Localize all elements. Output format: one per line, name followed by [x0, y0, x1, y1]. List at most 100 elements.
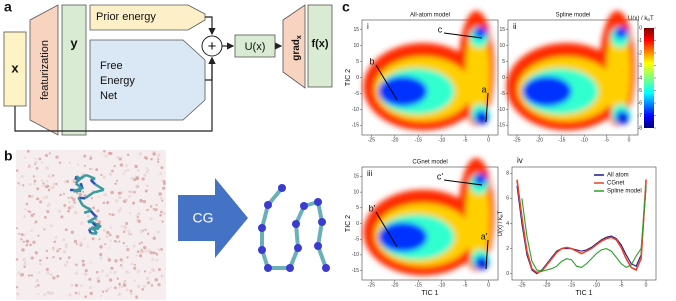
solvent-atom	[15, 286, 19, 289]
x-tick-label: -20	[391, 137, 398, 143]
solvent-atom	[38, 271, 41, 274]
solvent-atom	[102, 175, 107, 179]
solvent-atom	[55, 182, 58, 186]
solvent-atom	[144, 228, 147, 231]
solvent-atom	[50, 291, 55, 295]
molecule-image	[16, 150, 166, 300]
solvent-atom	[89, 261, 92, 264]
prior-label: Prior energy	[96, 11, 156, 23]
solvent-atom	[83, 164, 86, 167]
energy-label: U(x)	[245, 41, 266, 53]
solvent-atom	[37, 283, 40, 287]
y-tick-label: -15	[352, 268, 359, 274]
annotation: a'	[481, 231, 488, 241]
input-label: x	[11, 60, 19, 75]
density-blob	[378, 76, 428, 107]
colorbar-tick-label: -8	[638, 125, 643, 131]
solvent-atom	[123, 169, 127, 173]
y-tick-label: 10	[499, 43, 505, 49]
x-tick-label: -20	[543, 282, 550, 288]
bond	[89, 209, 98, 219]
colorbar-tick-label: -3	[638, 63, 643, 69]
bond	[77, 197, 84, 206]
net-block	[89, 39, 206, 121]
solvent-atom	[152, 152, 156, 156]
annotation: b'	[369, 203, 376, 213]
solvent-atom	[136, 269, 140, 273]
solvent-atom	[157, 160, 160, 163]
x-tick-label: -10	[438, 137, 445, 143]
solvent-atom	[161, 220, 164, 223]
x-tick-label: -20	[536, 137, 543, 143]
net-label: Net	[100, 90, 117, 102]
solvent-atom	[34, 157, 37, 160]
solvent-atom	[117, 292, 122, 296]
solvent-atom	[92, 206, 96, 210]
colorbar-tick-label: -4	[638, 75, 643, 81]
net-label: Energy	[100, 75, 135, 87]
solvent-atom	[122, 172, 125, 175]
solvent-atom	[135, 294, 138, 297]
x-tick-label: -10	[438, 282, 445, 288]
solvent-atom	[99, 245, 103, 249]
solvent-atom	[133, 190, 136, 194]
solvent-atom	[35, 198, 38, 201]
solvent-atom	[90, 197, 93, 200]
solvent-atom	[18, 232, 21, 235]
y-tick-label: 2	[506, 246, 509, 252]
solvent-atom	[26, 240, 30, 243]
solvent-atom	[117, 209, 121, 213]
grad-sub: x	[296, 35, 303, 39]
solvent-atom	[42, 183, 46, 188]
solvent-atom	[67, 256, 71, 260]
x-tick-label: -25	[368, 282, 375, 288]
solvent-atom	[160, 274, 163, 278]
solvent-atom	[146, 184, 149, 188]
solvent-atom	[123, 224, 127, 228]
solvent-atom	[34, 285, 38, 289]
colorbar-title: U(x) / kBT	[628, 16, 654, 22]
cg-bond	[294, 223, 300, 249]
solvent-atom	[46, 210, 50, 214]
solvent-atom	[81, 263, 86, 267]
map-title: All-atom model	[410, 13, 450, 19]
solvent-atom	[38, 157, 42, 161]
x-tick-label: -25	[518, 282, 525, 288]
solvent-atom	[108, 233, 112, 237]
solvent-atom	[37, 292, 40, 295]
bond	[89, 179, 97, 186]
x-tick-label: -5	[463, 137, 468, 143]
x-tick-label: -25	[513, 137, 520, 143]
solvent-atom	[28, 194, 32, 198]
y-axis-label-sub: B	[499, 214, 504, 217]
solvent-atom	[150, 157, 153, 161]
solvent-atom	[52, 255, 55, 259]
solvent-atom	[84, 295, 88, 299]
solvent-atom	[147, 281, 151, 285]
y-tick-label: 4	[506, 221, 509, 227]
y-axis-label-main: U(x) / k	[498, 216, 504, 236]
solvent-atom	[47, 188, 51, 192]
bond	[91, 224, 100, 231]
solvent-atom	[155, 258, 159, 262]
solvent-atom	[150, 267, 155, 271]
solvent-atom	[149, 217, 153, 221]
solvent-atom	[16, 292, 20, 296]
solvent-atom	[150, 284, 154, 287]
solvent-atom	[32, 175, 36, 178]
solvent-atom	[125, 244, 129, 248]
featurization-label: featurization	[39, 40, 51, 100]
y-tick-label: -10	[352, 107, 359, 113]
solvent-atom	[113, 164, 116, 168]
solvent-atom	[159, 172, 163, 176]
annotation: c	[438, 24, 443, 34]
solvent-atom	[108, 278, 113, 282]
solvent-atom	[135, 184, 139, 188]
solvent-atom	[105, 234, 109, 239]
grad-block	[282, 4, 306, 89]
map-numeral: ii	[513, 22, 517, 31]
solvent-atom	[23, 265, 26, 269]
colorbar-title-sub: B	[647, 17, 650, 22]
solvent-atom	[152, 251, 156, 255]
solvent-atom	[142, 284, 146, 288]
